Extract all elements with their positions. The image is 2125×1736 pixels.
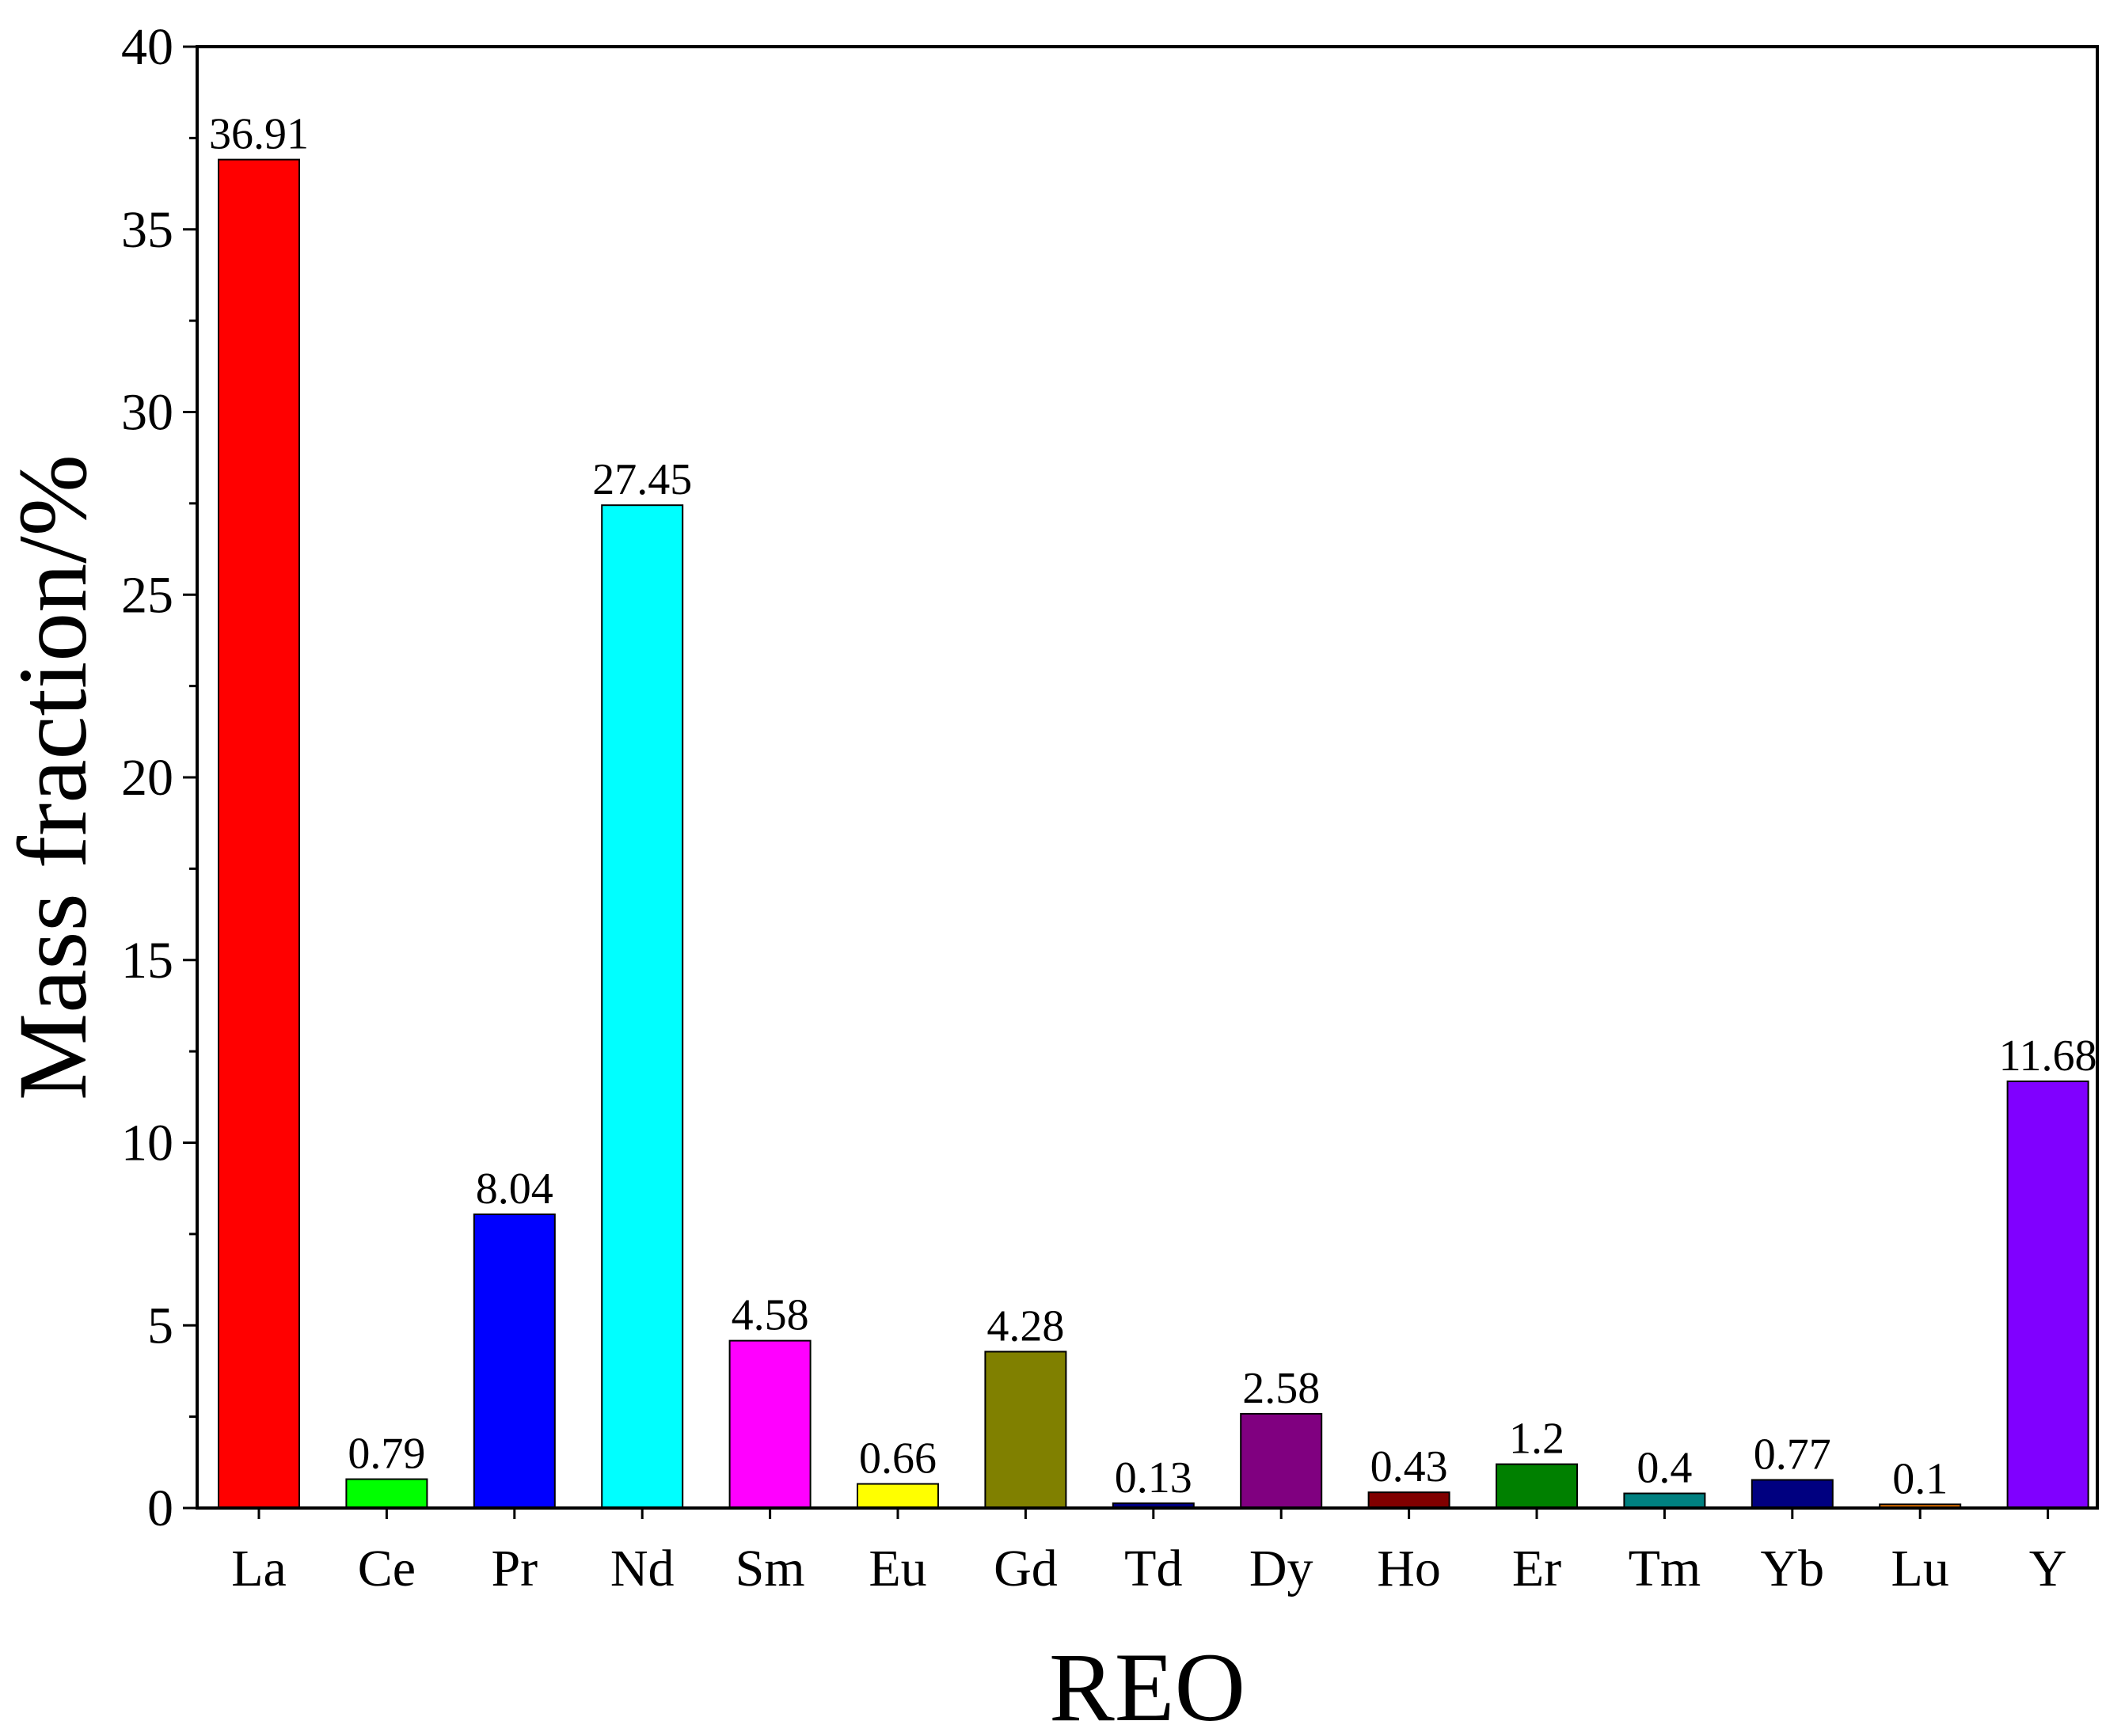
y-axis-title: Mass fraction/% — [0, 454, 107, 1100]
bar-y — [2006, 1080, 2089, 1509]
data-label-tm: 0.4 — [1637, 1444, 1692, 1493]
bar-gd — [984, 1350, 1067, 1510]
y-tick-label-35: 35 — [121, 201, 173, 259]
bar-yb — [1751, 1479, 1834, 1509]
data-label-la: 36.91 — [209, 110, 309, 159]
x-tick-label-eu: Eu — [869, 1540, 926, 1597]
x-axis-title: REO — [1049, 1633, 1245, 1736]
x-tick-label-dy: Dy — [1249, 1540, 1313, 1597]
data-label-gd: 4.28 — [986, 1301, 1064, 1350]
data-label-dy: 2.58 — [1242, 1364, 1320, 1413]
y-tick-label-15: 15 — [121, 932, 173, 990]
data-label-y: 11.68 — [1999, 1031, 2097, 1081]
x-tick-label-la: La — [231, 1540, 287, 1597]
x-tick-label-tm: Tm — [1629, 1540, 1701, 1597]
bar-dy — [1240, 1412, 1323, 1509]
y-tick-label-10: 10 — [121, 1115, 173, 1172]
y-tick-label-0: 0 — [147, 1480, 173, 1537]
x-tick-label-pr: Pr — [491, 1540, 538, 1597]
y-tick-label-20: 20 — [121, 749, 173, 807]
x-tick-label-nd: Nd — [610, 1540, 675, 1597]
x-tick-label-ce: Ce — [358, 1540, 416, 1597]
y-tick-label-30: 30 — [121, 384, 173, 442]
y-tick-label-25: 25 — [121, 566, 173, 624]
x-tick-label-td: Td — [1124, 1540, 1182, 1597]
x-axis: La Ce Pr Nd Sm Eu Gd Td Dy Ho Er Tm Yb Lu Y — [231, 1508, 2066, 1597]
data-label-lu: 0.1 — [1892, 1454, 1948, 1503]
bar-nd — [601, 504, 684, 1509]
bar-eu — [857, 1483, 939, 1510]
data-label-pr: 8.04 — [476, 1164, 553, 1214]
x-tick-label-sm: Sm — [736, 1540, 805, 1597]
y-axis: 0 5 10 15 20 25 30 35 40 — [121, 18, 197, 1537]
bars-layer — [218, 158, 2089, 1510]
bar-la — [218, 158, 300, 1509]
bar-ce — [345, 1478, 428, 1510]
x-tick-label-gd: Gd — [994, 1540, 1058, 1597]
x-tick-label-y: Y — [2029, 1540, 2067, 1597]
data-label-ho: 0.43 — [1370, 1442, 1448, 1491]
bar-er — [1496, 1463, 1578, 1509]
data-label-er: 1.2 — [1509, 1415, 1564, 1464]
value-labels-layer: 36.91 0.79 8.04 27.45 4.58 0.66 4.28 0.13 2.58 0.… — [209, 110, 2097, 1504]
y-tick-label-5: 5 — [147, 1297, 173, 1354]
data-label-sm: 4.58 — [732, 1291, 809, 1340]
bar-sm — [728, 1339, 812, 1510]
bar-ho — [1367, 1491, 1450, 1510]
x-tick-label-er: Er — [1512, 1540, 1561, 1597]
data-label-td: 0.13 — [1115, 1453, 1192, 1502]
bar-pr — [473, 1213, 556, 1509]
y-tick-label-40: 40 — [121, 18, 173, 76]
x-tick-label-yb: Yb — [1760, 1540, 1824, 1597]
bar-tm — [1623, 1492, 1706, 1510]
data-label-yb: 0.77 — [1754, 1430, 1831, 1479]
data-label-eu: 0.66 — [859, 1434, 937, 1483]
data-label-nd: 27.45 — [592, 455, 692, 504]
data-label-ce: 0.79 — [348, 1430, 425, 1479]
x-tick-label-lu: Lu — [1891, 1540, 1949, 1597]
x-tick-label-ho: Ho — [1377, 1540, 1441, 1597]
